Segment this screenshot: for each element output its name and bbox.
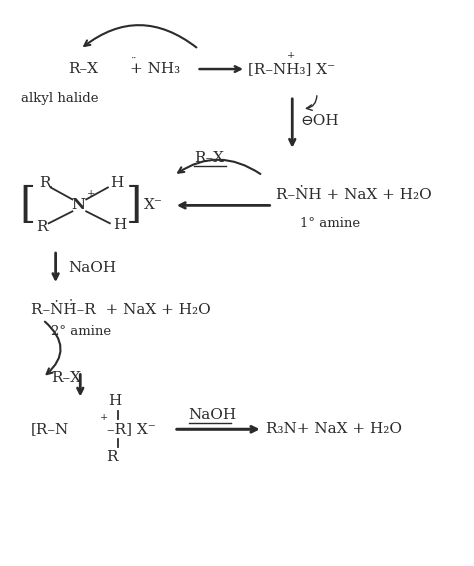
Text: 1° amine: 1° amine [300, 217, 360, 230]
Text: H: H [108, 395, 121, 409]
Text: 2° amine: 2° amine [51, 325, 111, 338]
Text: R: R [39, 177, 50, 191]
Text: +: + [100, 413, 108, 422]
Text: –R] X⁻: –R] X⁻ [107, 422, 155, 436]
Text: ]: ] [126, 185, 142, 226]
Text: NaOH: NaOH [68, 261, 117, 275]
Text: R–ṄH–R  + NaX + H₂O: R–ṄH–R + NaX + H₂O [31, 303, 211, 317]
Text: [R–N: [R–N [31, 422, 69, 436]
Text: H: H [113, 218, 126, 232]
Text: R: R [106, 450, 118, 464]
Text: +: + [87, 189, 95, 198]
Text: ⊖OH: ⊖OH [300, 114, 339, 128]
Text: [: [ [19, 185, 36, 226]
Text: R–X: R–X [68, 62, 99, 76]
Text: X⁻: X⁻ [145, 198, 163, 212]
Text: ¨: ¨ [130, 58, 136, 68]
Text: alkyl halide: alkyl halide [21, 92, 99, 105]
Text: R–X: R–X [51, 371, 81, 384]
Text: :: : [68, 295, 73, 308]
Text: R–ṄH + NaX + H₂O: R–ṄH + NaX + H₂O [275, 188, 431, 203]
Text: H: H [110, 177, 123, 191]
Text: + NH₃: + NH₃ [129, 62, 180, 76]
Text: N: N [72, 198, 85, 212]
Text: R₃N+ NaX + H₂O: R₃N+ NaX + H₂O [265, 422, 401, 436]
Text: R: R [36, 220, 47, 234]
Text: NaOH: NaOH [189, 408, 237, 422]
Text: +: + [287, 50, 296, 59]
Text: R–X: R–X [194, 151, 224, 165]
Text: [R–NH₃] X⁻: [R–NH₃] X⁻ [248, 62, 335, 76]
